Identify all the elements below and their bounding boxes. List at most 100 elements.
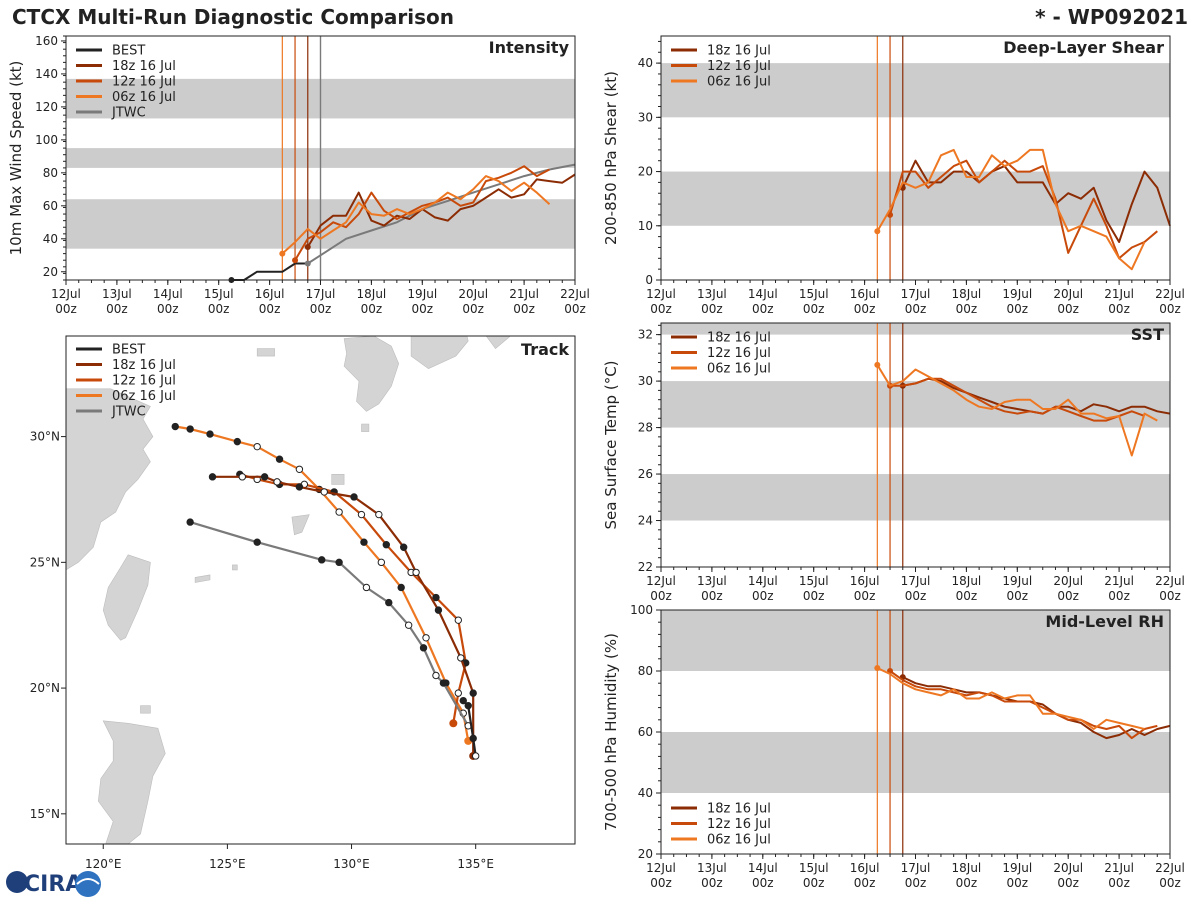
legend-label: 18z 16 Jul [707, 44, 771, 59]
series-line-run12 [889, 159, 1158, 260]
data-point [1156, 420, 1158, 422]
data-point [902, 385, 904, 387]
data-point [1016, 701, 1018, 703]
data-point [1105, 219, 1107, 221]
legend-label: BEST [112, 44, 145, 59]
panel-intensity: 20 40 60 80 100 120 140 160 12Jul 00z 13Jul 00z 14Ju… [7, 34, 590, 316]
track-point [432, 671, 440, 680]
data-point [510, 172, 512, 174]
data-point [1093, 403, 1095, 405]
data-point [915, 368, 917, 370]
data-point [459, 198, 461, 200]
data-point [1105, 728, 1107, 730]
data-point [304, 260, 311, 267]
data-point [1105, 417, 1107, 419]
x-tick-label: 16Jul 00z [850, 287, 880, 316]
data-point [991, 691, 993, 693]
data-point [953, 691, 955, 693]
data-point [459, 208, 461, 210]
data-point [940, 154, 942, 156]
x-tick-label: 12Jul 00z [646, 574, 676, 603]
data-point [927, 691, 929, 693]
data-point [978, 406, 980, 408]
data-point [485, 180, 487, 182]
data-point [953, 688, 955, 690]
legend-label: 06z 16 Jul [707, 362, 771, 377]
data-point [978, 181, 980, 183]
data-point [915, 382, 917, 384]
data-point [1144, 728, 1146, 730]
track-point [432, 593, 440, 602]
x-tick-label: 12Jul 00z [646, 861, 676, 890]
legend-label: 06z 16 Jul [707, 833, 771, 848]
y-tick-label: 24 [638, 514, 653, 528]
data-point [991, 154, 993, 156]
data-point [1042, 408, 1044, 410]
track-point [382, 541, 390, 549]
data-point [358, 192, 360, 194]
track-point [318, 556, 326, 564]
data-point [358, 202, 360, 204]
data-point [396, 215, 398, 217]
x-tick-label: 12Jul 00z [646, 287, 676, 316]
threshold-band [661, 610, 1170, 671]
data-point [1029, 694, 1031, 696]
data-point [1004, 160, 1006, 162]
data-point [953, 385, 955, 387]
track-point [457, 654, 465, 662]
x-tick-label: 13Jul 00z [102, 287, 132, 316]
data-point [1080, 413, 1082, 415]
track-point [335, 558, 343, 567]
x-tick-label: 17Jul 00z [306, 287, 336, 316]
data-point [370, 230, 372, 232]
series-line-run06 [876, 364, 1158, 457]
data-point [320, 254, 322, 256]
data-point [320, 238, 322, 240]
y-tick-label: 60 [638, 725, 653, 739]
y-tick-label: 10 [638, 219, 653, 233]
track-point [335, 508, 343, 516]
data-point [940, 382, 942, 384]
y-tick-label: 100 [630, 603, 653, 617]
data-point [1144, 241, 1146, 243]
x-tick-label: 13Jul 00z [697, 287, 727, 316]
series-line-run06 [876, 667, 1145, 730]
track-point [253, 538, 261, 546]
panel-sst: 22 24 26 28 30 32 12Jul 00z 13Jul 00z 14Jul 00z 15Ju… [602, 322, 1185, 603]
track-point [208, 473, 217, 481]
x-tick-label: 14Jul 00z [153, 287, 183, 316]
legend-label: 18z 16 Jul [707, 802, 771, 817]
data-point [421, 205, 423, 207]
track-point [206, 430, 214, 438]
lat-tick-label: 25°N [30, 555, 60, 569]
data-point [1042, 165, 1044, 167]
track-point [434, 606, 443, 614]
track-point [399, 543, 408, 551]
data-point [358, 213, 360, 215]
x-tick-label: 22Jul 00z [560, 287, 590, 316]
data-point [927, 375, 929, 377]
panel-title: Track [521, 340, 569, 359]
data-point [953, 389, 955, 391]
data-point [874, 664, 881, 671]
series-line-run12 [889, 670, 1158, 740]
data-point [991, 408, 993, 410]
data-point [965, 694, 967, 696]
data-point [345, 226, 347, 228]
track-point [422, 634, 430, 642]
x-tick-label: 16Jul 00z [255, 287, 285, 316]
data-point [1105, 236, 1107, 238]
data-point [915, 160, 917, 162]
data-point [561, 182, 563, 184]
track-point [454, 689, 463, 697]
data-point [965, 399, 967, 401]
data-point [978, 399, 980, 401]
data-point [1029, 410, 1031, 412]
data-point [1156, 725, 1158, 727]
data-point [1029, 181, 1031, 183]
data-point [1042, 713, 1044, 715]
data-point [549, 203, 551, 205]
data-point [523, 175, 525, 177]
y-tick-label: 30 [638, 374, 653, 388]
data-point [472, 188, 474, 190]
